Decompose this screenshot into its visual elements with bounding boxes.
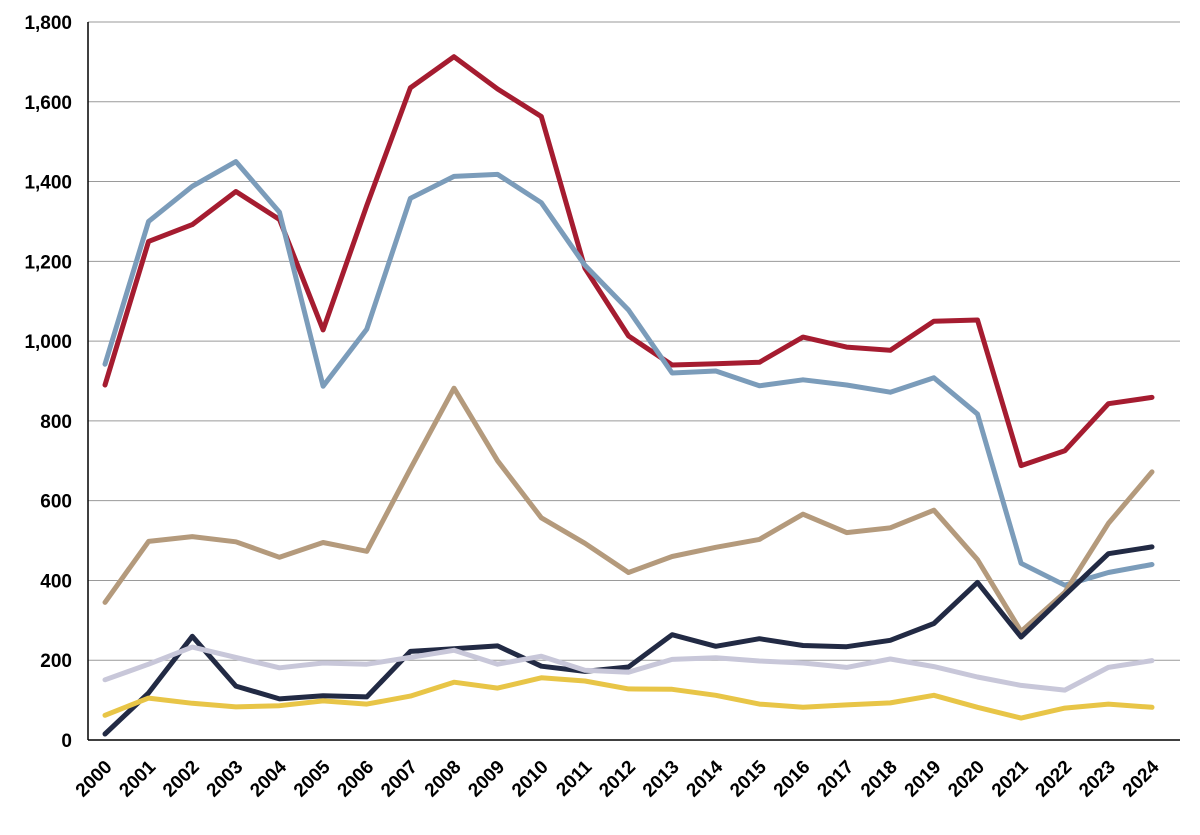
x-tick-label: 2022: [1032, 757, 1077, 802]
y-tick-label: 1,800: [24, 13, 72, 34]
y-tick-label: 0: [61, 731, 72, 752]
y-tick-label: 1,600: [24, 93, 72, 114]
x-tick-label: 2001: [115, 756, 160, 801]
x-tick-label: 2008: [421, 757, 466, 802]
series-line-2: [102, 159, 1155, 588]
y-tick-label: 800: [40, 412, 72, 433]
y-tick-label: 1,000: [24, 332, 72, 353]
x-tick-label: 2012: [595, 757, 640, 802]
x-tick-label: 2014: [683, 756, 728, 801]
x-tick-label: 2018: [857, 757, 902, 802]
x-tick-label: 2000: [72, 757, 117, 802]
series-lines: [102, 54, 1155, 737]
y-tick-label: 1,200: [24, 252, 72, 273]
x-axis-tick-labels: 2000200120022003200420052006200720082009…: [72, 756, 1164, 801]
x-tick-label: 2009: [464, 757, 509, 802]
x-tick-label: 2010: [508, 757, 553, 802]
x-tick-label: 2006: [334, 757, 379, 802]
x-tick-label: 2021: [988, 756, 1033, 801]
x-tick-label: 2003: [203, 757, 248, 802]
x-tick-label: 2005: [290, 756, 335, 801]
x-tick-label: 2024: [1119, 756, 1164, 801]
axes: [87, 22, 1180, 741]
y-tick-label: 200: [40, 651, 72, 672]
series-line-5: [102, 644, 1155, 693]
x-tick-label: 2013: [639, 757, 684, 802]
x-tick-label: 2011: [552, 756, 596, 800]
x-tick-label: 2004: [246, 756, 291, 801]
series-line-6: [102, 675, 1155, 721]
x-tick-label: 2019: [901, 757, 946, 802]
x-tick-label: 2016: [770, 757, 815, 802]
x-tick-label: 2020: [944, 757, 989, 802]
x-tick-label: 2007: [377, 757, 422, 802]
y-tick-label: 1,400: [24, 173, 72, 194]
y-tick-label: 400: [40, 571, 72, 592]
x-tick-label: 2023: [1075, 757, 1120, 802]
y-tick-label: 600: [40, 492, 72, 513]
x-tick-label: 2002: [159, 757, 204, 802]
x-tick-label: 2017: [813, 757, 858, 802]
x-tick-label: 2015: [726, 756, 771, 801]
y-axis-tick-labels: 0 200 400 600 800 1,000 1,200 1,400 1,600 1,800: [24, 13, 72, 752]
series-line-3: [102, 385, 1155, 634]
series-line-4: [102, 544, 1155, 737]
